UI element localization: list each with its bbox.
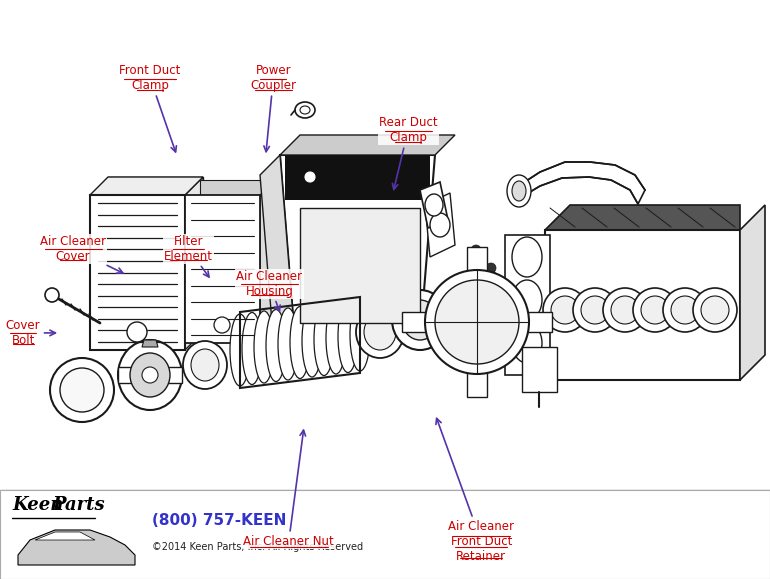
Ellipse shape [507, 175, 531, 207]
Ellipse shape [671, 296, 699, 324]
Text: Power
Coupler: Power Coupler [250, 64, 296, 152]
Ellipse shape [290, 306, 310, 379]
Polygon shape [90, 195, 185, 350]
Polygon shape [300, 208, 420, 323]
Ellipse shape [45, 288, 59, 302]
Ellipse shape [364, 314, 396, 350]
Polygon shape [467, 247, 487, 397]
Ellipse shape [663, 288, 707, 332]
Polygon shape [200, 180, 275, 328]
Polygon shape [280, 135, 455, 155]
Ellipse shape [314, 303, 334, 376]
Polygon shape [425, 193, 455, 257]
Ellipse shape [641, 296, 669, 324]
Ellipse shape [442, 290, 454, 300]
Polygon shape [18, 530, 135, 565]
Polygon shape [545, 230, 740, 380]
Ellipse shape [183, 341, 227, 389]
Polygon shape [420, 182, 448, 228]
Ellipse shape [350, 299, 370, 371]
Ellipse shape [60, 368, 104, 412]
Polygon shape [108, 177, 203, 332]
Text: Air Cleaner
Housing: Air Cleaner Housing [236, 270, 303, 311]
Text: Filter
Element: Filter Element [164, 235, 213, 277]
Ellipse shape [471, 293, 483, 303]
Ellipse shape [512, 323, 542, 363]
Text: Rear Duct
Clamp: Rear Duct Clamp [379, 116, 437, 189]
Ellipse shape [356, 306, 404, 358]
Polygon shape [118, 367, 182, 383]
Ellipse shape [266, 310, 286, 382]
Polygon shape [505, 235, 550, 375]
Text: Parts: Parts [52, 496, 105, 514]
Polygon shape [280, 155, 435, 340]
Ellipse shape [551, 296, 579, 324]
Polygon shape [545, 205, 740, 230]
Text: Keen: Keen [12, 496, 63, 514]
Ellipse shape [402, 300, 438, 340]
Ellipse shape [50, 358, 114, 422]
Ellipse shape [242, 313, 262, 384]
Polygon shape [185, 177, 203, 350]
Text: Air Cleaner Nut: Air Cleaner Nut [243, 430, 334, 548]
Bar [0, 490, 770, 579]
Text: ©2014 Keen Parts, Inc. All Rights Reserved: ©2014 Keen Parts, Inc. All Rights Reserv… [152, 542, 363, 552]
Ellipse shape [214, 317, 230, 333]
Ellipse shape [633, 288, 677, 332]
Ellipse shape [295, 102, 315, 118]
Ellipse shape [127, 322, 147, 342]
Polygon shape [260, 180, 275, 343]
Ellipse shape [514, 178, 526, 204]
Ellipse shape [430, 213, 450, 237]
Text: (800) 757-KEEN: (800) 757-KEEN [152, 513, 286, 528]
Ellipse shape [471, 245, 481, 255]
Ellipse shape [254, 311, 274, 383]
Text: Cover
Bolt: Cover Bolt [6, 319, 55, 347]
Ellipse shape [486, 263, 496, 273]
Ellipse shape [512, 237, 542, 277]
Text: Air Cleaner
Front Duct
Retainer: Air Cleaner Front Duct Retainer [436, 419, 514, 563]
Ellipse shape [543, 288, 587, 332]
Ellipse shape [392, 290, 448, 350]
Ellipse shape [191, 349, 219, 381]
Ellipse shape [512, 280, 542, 320]
Ellipse shape [118, 340, 182, 410]
Ellipse shape [573, 288, 617, 332]
Polygon shape [90, 177, 203, 195]
Polygon shape [35, 532, 95, 540]
Ellipse shape [130, 353, 170, 397]
Ellipse shape [611, 296, 639, 324]
Ellipse shape [338, 301, 358, 372]
Ellipse shape [512, 181, 526, 201]
Polygon shape [142, 340, 158, 347]
Ellipse shape [425, 194, 443, 216]
Ellipse shape [603, 288, 647, 332]
Polygon shape [520, 162, 645, 204]
Ellipse shape [300, 106, 310, 114]
Ellipse shape [435, 280, 519, 364]
Ellipse shape [142, 367, 158, 383]
Polygon shape [285, 155, 430, 200]
Polygon shape [260, 155, 295, 360]
Ellipse shape [425, 270, 529, 374]
Ellipse shape [326, 302, 346, 374]
Bar [0, 490, 770, 579]
Polygon shape [740, 205, 765, 380]
Polygon shape [522, 347, 557, 392]
Ellipse shape [581, 296, 609, 324]
Ellipse shape [230, 314, 250, 386]
Ellipse shape [278, 308, 298, 380]
Text: Air Cleaner
Cover: Air Cleaner Cover [40, 235, 123, 273]
Ellipse shape [302, 305, 322, 377]
Ellipse shape [305, 172, 315, 182]
Text: Front Duct
Clamp: Front Duct Clamp [119, 64, 181, 152]
Ellipse shape [693, 288, 737, 332]
Ellipse shape [701, 296, 729, 324]
Polygon shape [185, 195, 260, 343]
Polygon shape [402, 312, 552, 332]
